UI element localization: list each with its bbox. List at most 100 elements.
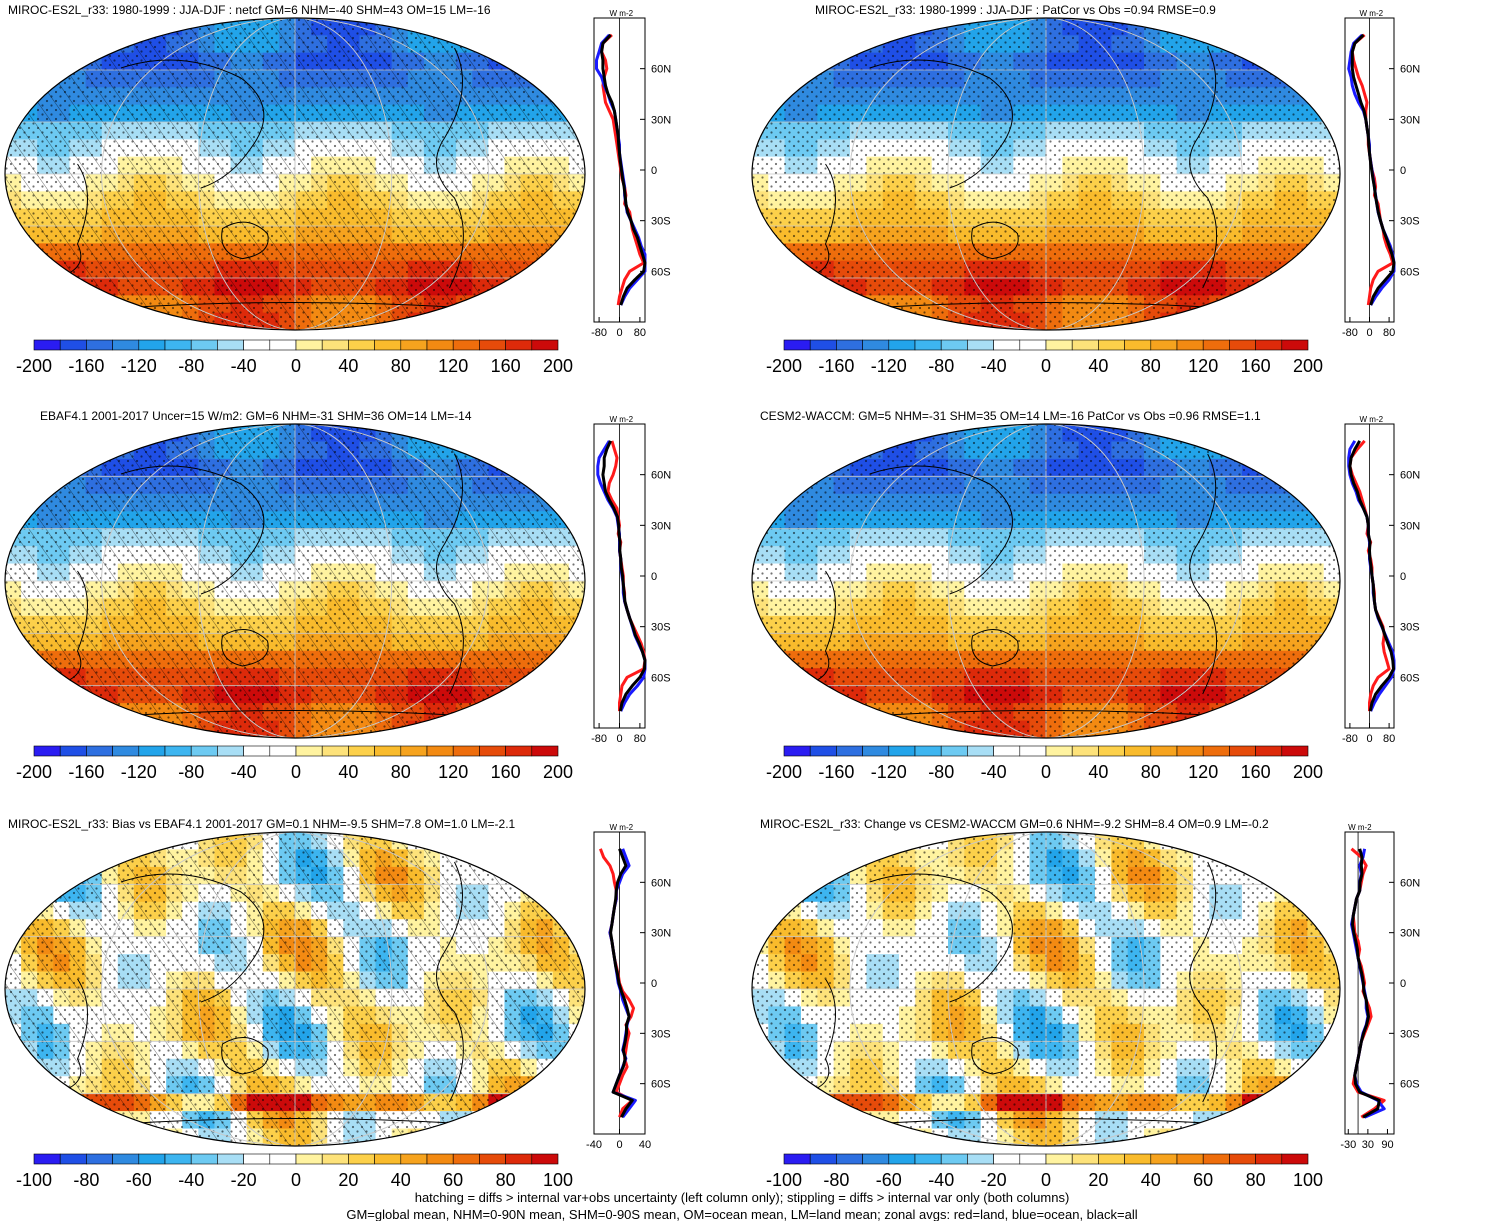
map-cell [1193, 720, 1210, 738]
colorbar-tick-label: -120 [871, 762, 907, 782]
map-cell [69, 295, 87, 314]
colorbar-tick-label: -60 [876, 1170, 902, 1190]
map-cell [568, 633, 585, 652]
colorbar: -100 -80 -60 -40 -20 0 20 40 60 80 100 [766, 1153, 1323, 1190]
colorbar-swatch [321, 745, 349, 757]
colorbar-swatch [862, 1153, 890, 1165]
y-tick-label: 30S [651, 216, 671, 228]
map-cell [784, 832, 802, 851]
map-cell [21, 1093, 38, 1112]
map-cell [1307, 1128, 1325, 1146]
colorbar-swatch [940, 339, 968, 351]
colorbar-swatch [1045, 745, 1073, 757]
map-cell [5, 1058, 22, 1077]
map-cell [784, 70, 802, 88]
map-cell [784, 278, 802, 296]
zonal-curve-all [1351, 848, 1381, 1119]
colorbar-swatch [940, 745, 968, 757]
map-cell [850, 312, 867, 330]
colorbar-tick-label: 20 [1088, 1170, 1108, 1190]
map-cell [899, 832, 916, 851]
map-cell [568, 1093, 585, 1112]
map-cell [536, 35, 554, 54]
map-cell [5, 919, 22, 938]
map-cell [552, 1111, 570, 1130]
colorbar: -200 -160 -120 -80 -40 0 40 80 120 160 200 [766, 339, 1323, 376]
map-cell [5, 458, 22, 477]
coastline [971, 629, 1019, 667]
colorbar-tick-label: 160 [491, 762, 521, 782]
map-cell [536, 18, 554, 36]
map-cell [1323, 104, 1340, 123]
map-cell [752, 685, 769, 704]
map-cell [801, 295, 818, 314]
panel-title: CESM2-WACCM: GM=5 NHM=-31 SHM=35 OM=14 L… [760, 409, 1261, 423]
map-cell [37, 458, 54, 477]
map-cell [85, 703, 103, 722]
map-cell [1307, 703, 1325, 722]
colorbar-tick-label: -80 [73, 1170, 99, 1190]
map-cell [568, 35, 585, 54]
colorbar-swatch [809, 1153, 837, 1165]
panel-title: MIROC-ES2L_r33: 1980-1999 : JJA-DJF : ne… [8, 3, 491, 17]
map-cell [552, 849, 570, 868]
y-tick-label: 30S [651, 622, 671, 634]
colorbar-swatch [348, 339, 375, 351]
map-cell [1258, 720, 1276, 738]
map-border [751, 17, 1341, 331]
map-cell [53, 1128, 71, 1146]
map-cell [552, 668, 570, 687]
zonal-curve-all [1350, 33, 1396, 306]
map-cell [85, 1111, 103, 1130]
colorbar-swatch [1098, 1153, 1125, 1165]
map-cell [1291, 424, 1308, 443]
panel-4: CESM2-WACCM: GM=5 NHM=-31 SHM=35 OM=14 L… [751, 409, 1420, 782]
map-cell [69, 1128, 87, 1146]
map-cell [117, 424, 135, 443]
unit-label: W m-2 [610, 9, 634, 18]
map-cell [1258, 18, 1276, 36]
y-tick-label: 0 [651, 571, 657, 583]
y-tick-label: 0 [1400, 571, 1406, 583]
map-cell [1274, 295, 1292, 314]
map-cell [85, 720, 103, 738]
map-cell [488, 295, 506, 314]
colorbar-tick-label: 160 [1241, 762, 1271, 782]
map-cell [1307, 278, 1325, 296]
map-cell [21, 458, 38, 477]
map-cell [1291, 441, 1308, 460]
coastline [221, 221, 269, 260]
map-cell [472, 1128, 489, 1146]
map-cell [1307, 1076, 1325, 1095]
map-cell [37, 260, 54, 279]
coastline [869, 59, 1013, 189]
coastline [436, 47, 464, 289]
map-cell [752, 243, 769, 262]
map-cell [801, 18, 818, 36]
map-cell [504, 849, 522, 868]
x-tick-label: 80 [1383, 327, 1395, 339]
colorbar-tick-label: 0 [291, 356, 301, 376]
colorbar-swatch [190, 745, 218, 757]
map-cell [21, 832, 38, 851]
map-cell [488, 441, 506, 460]
map-cell [5, 243, 22, 262]
map-cell [568, 919, 585, 938]
map-cell [1323, 1041, 1340, 1060]
map-cell [1323, 424, 1340, 443]
map-cell [768, 52, 786, 71]
map-cell [752, 476, 769, 495]
graticule-meridian [849, 832, 1243, 1146]
map-cell [5, 18, 22, 36]
map-cell [568, 441, 585, 460]
map-cell [5, 633, 22, 652]
map-cell [53, 35, 71, 54]
map-cell [1307, 720, 1325, 738]
map-cell [899, 18, 916, 36]
map-cell [882, 1128, 900, 1146]
colorbar-tick-label: -80 [928, 356, 954, 376]
map-cell [882, 424, 900, 443]
map-cell [520, 441, 538, 460]
map-cell [1225, 35, 1243, 54]
map-cell [53, 278, 71, 296]
